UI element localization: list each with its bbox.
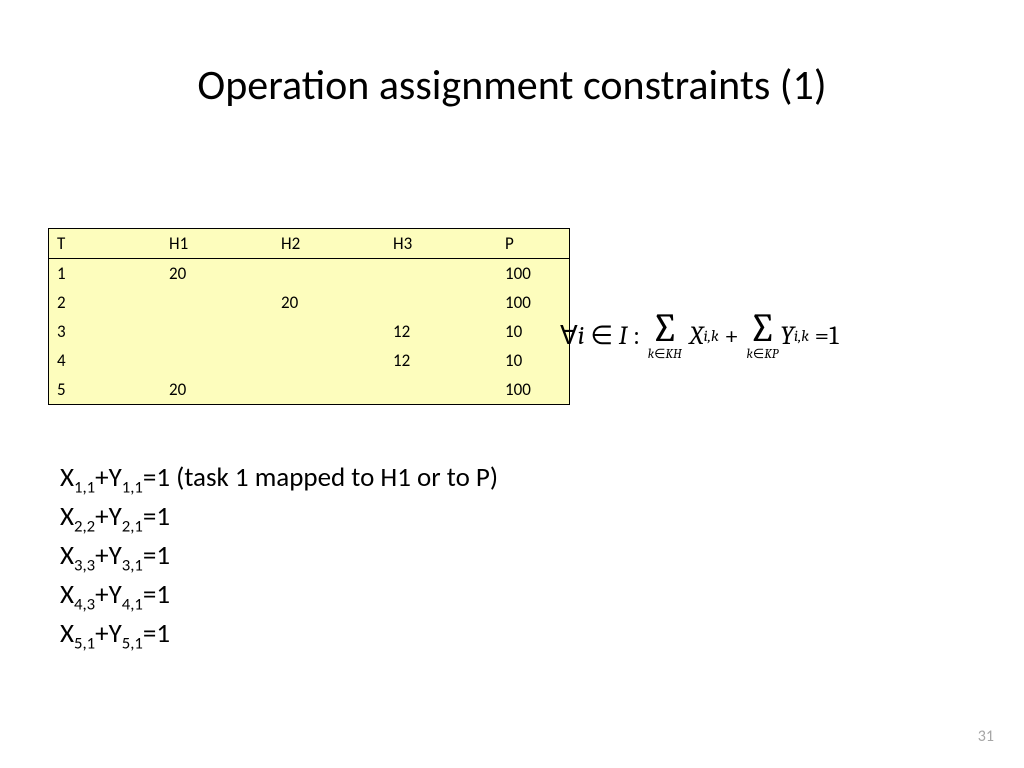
assignment-table: TH1H2H3P1201002201003121041210520100: [48, 228, 570, 405]
table-cell: [161, 317, 273, 346]
formula-colon: :: [633, 321, 640, 351]
slide-title: Operation assignment constraints (1): [0, 60, 1024, 111]
table-cell: 4: [49, 346, 162, 375]
formula-var-i: i: [578, 321, 585, 351]
table-cell: [385, 259, 497, 289]
table-cell: 10: [497, 317, 570, 346]
table-cell: 20: [161, 259, 273, 289]
page-number: 31: [978, 727, 994, 746]
table-cell: 12: [385, 317, 497, 346]
table-header-cell: H2: [273, 229, 385, 259]
forall-symbol: ∀: [560, 321, 578, 351]
table-cell: 100: [497, 288, 570, 317]
equation-row: X1,1+Y1,1=1 (task 1 mapped to H1 or to P…: [60, 460, 498, 499]
table-cell: [161, 346, 273, 375]
equation-list: X1,1+Y1,1=1 (task 1 mapped to H1 or to P…: [60, 460, 498, 655]
table-header-cell: T: [49, 229, 162, 259]
sum-block-2: ∑ k∈KP: [747, 310, 779, 361]
table-cell: [385, 375, 497, 405]
table-header-cell: P: [497, 229, 570, 259]
table-cell: 10: [497, 346, 570, 375]
equation-row: X3,3+Y3,1=1: [60, 538, 498, 577]
table-header-cell: H1: [161, 229, 273, 259]
sum-block-1: ∑ k∈KH: [648, 310, 682, 361]
elem-symbol-1: ∈: [590, 321, 613, 351]
table-cell: 3: [49, 317, 162, 346]
table-cell: 12: [385, 346, 497, 375]
formula-X: X: [690, 321, 704, 351]
constraint-formula: ∀ i ∈ I : ∑ k∈KH X i,k + ∑ k∈KP Y i,k: [560, 310, 838, 361]
table-cell: [273, 317, 385, 346]
sigma-icon: ∑: [651, 310, 679, 346]
table-cell: 100: [497, 259, 570, 289]
equation-row: X4,3+Y4,1=1: [60, 577, 498, 616]
table-row: 2 20 100: [49, 288, 570, 317]
formula-Y: Y: [780, 321, 794, 351]
table-cell: [161, 288, 273, 317]
formula-X-sub: i,k: [704, 327, 719, 345]
formula-one: 1: [829, 321, 838, 351]
table-row: 4 1210: [49, 346, 570, 375]
formula-plus: +: [724, 321, 738, 351]
sum2-under: k∈KP: [747, 348, 779, 361]
table-cell: [273, 375, 385, 405]
table-cell: [273, 259, 385, 289]
formula-equals: =: [815, 321, 829, 351]
table-cell: 20: [161, 375, 273, 405]
slide: Operation assignment constraints (1) TH1…: [0, 0, 1024, 768]
table-header-cell: H3: [385, 229, 497, 259]
table-row: 3 1210: [49, 317, 570, 346]
equation-row: X2,2+Y2,1=1: [60, 499, 498, 538]
table-cell: 20: [273, 288, 385, 317]
table-cell: 2: [49, 288, 162, 317]
sigma-icon: ∑: [748, 310, 776, 346]
equation-row: X5,1+Y5,1=1: [60, 616, 498, 655]
table-row: 520 100: [49, 375, 570, 405]
table-cell: [273, 346, 385, 375]
table-row: 120 100: [49, 259, 570, 289]
sum1-under: k∈KH: [648, 348, 682, 361]
table-cell: 100: [497, 375, 570, 405]
table-cell: 5: [49, 375, 162, 405]
formula-set-I: I: [619, 321, 628, 351]
formula-Y-sub: i,k: [794, 327, 809, 345]
table-cell: [385, 288, 497, 317]
table-cell: 1: [49, 259, 162, 289]
